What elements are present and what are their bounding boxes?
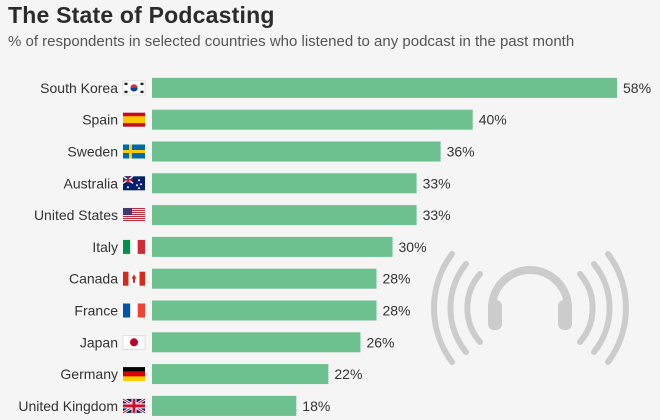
- category-label: United Kingdom: [18, 398, 118, 414]
- data-label: 18%: [302, 398, 330, 414]
- chart-row: Germany 22%: [60, 364, 362, 385]
- bar: [152, 364, 329, 385]
- bar: [152, 77, 617, 98]
- france-flag-icon: [123, 303, 145, 318]
- data-label: 33%: [423, 175, 451, 191]
- category-label: Canada: [69, 271, 118, 287]
- bar: [152, 300, 377, 321]
- south-korea-flag-icon: [122, 80, 146, 96]
- chart-row: United States 33%: [34, 205, 451, 226]
- bar: [152, 173, 417, 194]
- chart-row: United Kingdom 18%: [18, 395, 330, 416]
- headphones-icon: [431, 251, 629, 365]
- chart-row: Japan 26%: [80, 332, 394, 353]
- usa-flag-icon: [122, 207, 146, 223]
- germany-flag-icon: [123, 367, 145, 382]
- category-label: Australia: [64, 175, 119, 191]
- spain-flag-icon: [123, 112, 145, 127]
- italy-flag-icon: [123, 239, 145, 254]
- chart-title: The State of Podcasting: [8, 2, 275, 28]
- chart-row: South Korea 58%: [40, 77, 651, 98]
- uk-flag-icon: [122, 397, 146, 415]
- category-label: Germany: [60, 366, 118, 382]
- category-label: South Korea: [40, 80, 118, 96]
- chart-row: Sweden 36%: [67, 141, 475, 162]
- category-label: Spain: [82, 112, 118, 128]
- chart-row: Australia 33%: [64, 173, 451, 194]
- bar: [152, 109, 473, 130]
- chart-row: Spain 40%: [82, 109, 507, 130]
- bar: [152, 332, 361, 353]
- data-label: 28%: [382, 303, 410, 319]
- data-label: 22%: [334, 366, 362, 382]
- bar: [152, 205, 417, 226]
- data-label: 33%: [423, 207, 451, 223]
- data-label: 40%: [479, 112, 507, 128]
- data-label: 28%: [382, 271, 410, 287]
- bar: [152, 268, 377, 289]
- data-label: 36%: [447, 144, 475, 160]
- japan-flag-icon: [122, 334, 146, 350]
- bar: [152, 236, 393, 257]
- category-label: United States: [34, 207, 118, 223]
- chart-row: Canada 28%: [69, 268, 411, 289]
- chart-row: Italy 30%: [92, 236, 427, 257]
- data-label: 58%: [623, 80, 651, 96]
- data-label: 26%: [366, 334, 394, 350]
- category-label: Japan: [80, 334, 118, 350]
- bar: [152, 141, 441, 162]
- category-label: Sweden: [67, 144, 118, 160]
- data-label: 30%: [399, 239, 427, 255]
- chart-subtitle: % of respondents in selected countries w…: [8, 33, 575, 50]
- bar: [152, 395, 297, 416]
- chart-row: France 28%: [74, 300, 411, 321]
- category-label: France: [74, 303, 118, 319]
- category-label: Italy: [92, 239, 118, 255]
- sweden-flag-icon: [123, 144, 145, 159]
- canada-flag-icon: [123, 271, 145, 286]
- australia-flag-icon: [122, 175, 145, 191]
